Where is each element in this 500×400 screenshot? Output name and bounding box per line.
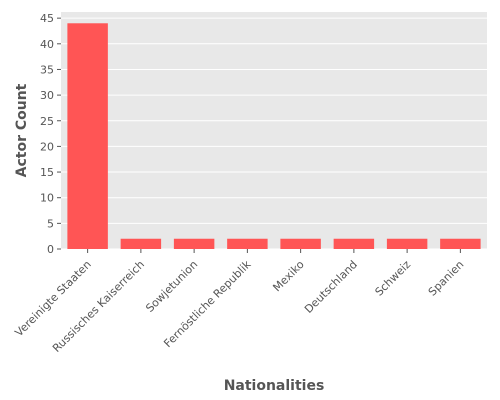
x-tick-label: Schweiz	[373, 258, 414, 299]
bar	[120, 238, 162, 249]
x-tick-label: Fernöstliche Republik	[161, 257, 254, 350]
bar	[333, 238, 375, 249]
y-tick-label: 10	[40, 192, 54, 205]
y-tick-label: 5	[47, 217, 54, 230]
x-tick-label: Mexiko	[270, 258, 306, 294]
y-tick-label: 40	[40, 38, 54, 51]
y-tick-label: 15	[40, 166, 54, 179]
y-tick-label: 30	[40, 89, 54, 102]
bars	[67, 23, 481, 249]
bar	[67, 23, 108, 249]
x-tick-label: Sowjetunion	[143, 258, 200, 315]
y-tick-label: 0	[47, 243, 54, 256]
y-tick-label: 25	[40, 115, 54, 128]
plot-area	[61, 12, 487, 249]
x-tick-label: Spanien	[426, 258, 467, 299]
bar	[173, 238, 215, 249]
x-tick-label: Deutschland	[302, 258, 360, 316]
bar	[386, 238, 428, 249]
y-axis-title: Actor Count	[14, 83, 30, 177]
y-tick-label: 45	[40, 12, 54, 25]
bar	[227, 238, 268, 249]
x-axis-title: Nationalities	[224, 378, 325, 394]
bar	[280, 238, 321, 249]
bar	[440, 238, 481, 249]
y-axis-ticks: 0 5 10 15 20 25 30 35 40 45	[40, 12, 61, 256]
x-tick-label: Russisches Kaiserreich	[50, 258, 147, 355]
y-tick-label: 20	[40, 140, 54, 153]
y-tick-label: 35	[40, 63, 54, 76]
gridlines	[61, 17, 487, 250]
